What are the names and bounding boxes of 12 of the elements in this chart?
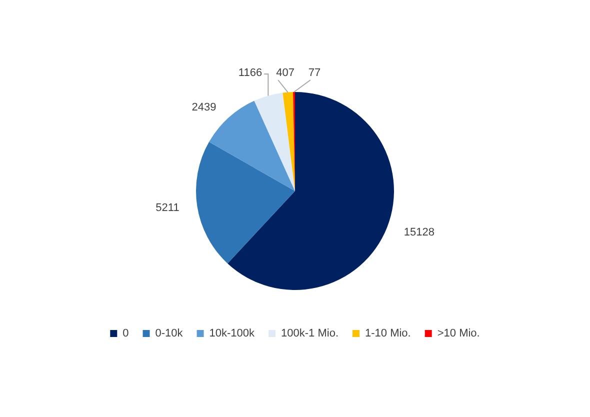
data-label: 5211 [156,202,180,214]
legend-label: 10k-100k [209,328,256,340]
data-label: 407 [276,67,294,80]
legend-label: 0-10k [155,328,184,340]
legend-label: 100k-1 Mio. [281,328,339,340]
data-label: 77 [308,67,321,80]
legend-label: 1-10 Mio. [365,328,411,340]
data-label: 15128 [404,226,434,238]
legend-label: 0 [122,328,129,340]
data-label: 2439 [192,101,216,114]
data-label: 1166 [238,67,262,80]
legend-label: >10 Mio. [437,328,480,340]
